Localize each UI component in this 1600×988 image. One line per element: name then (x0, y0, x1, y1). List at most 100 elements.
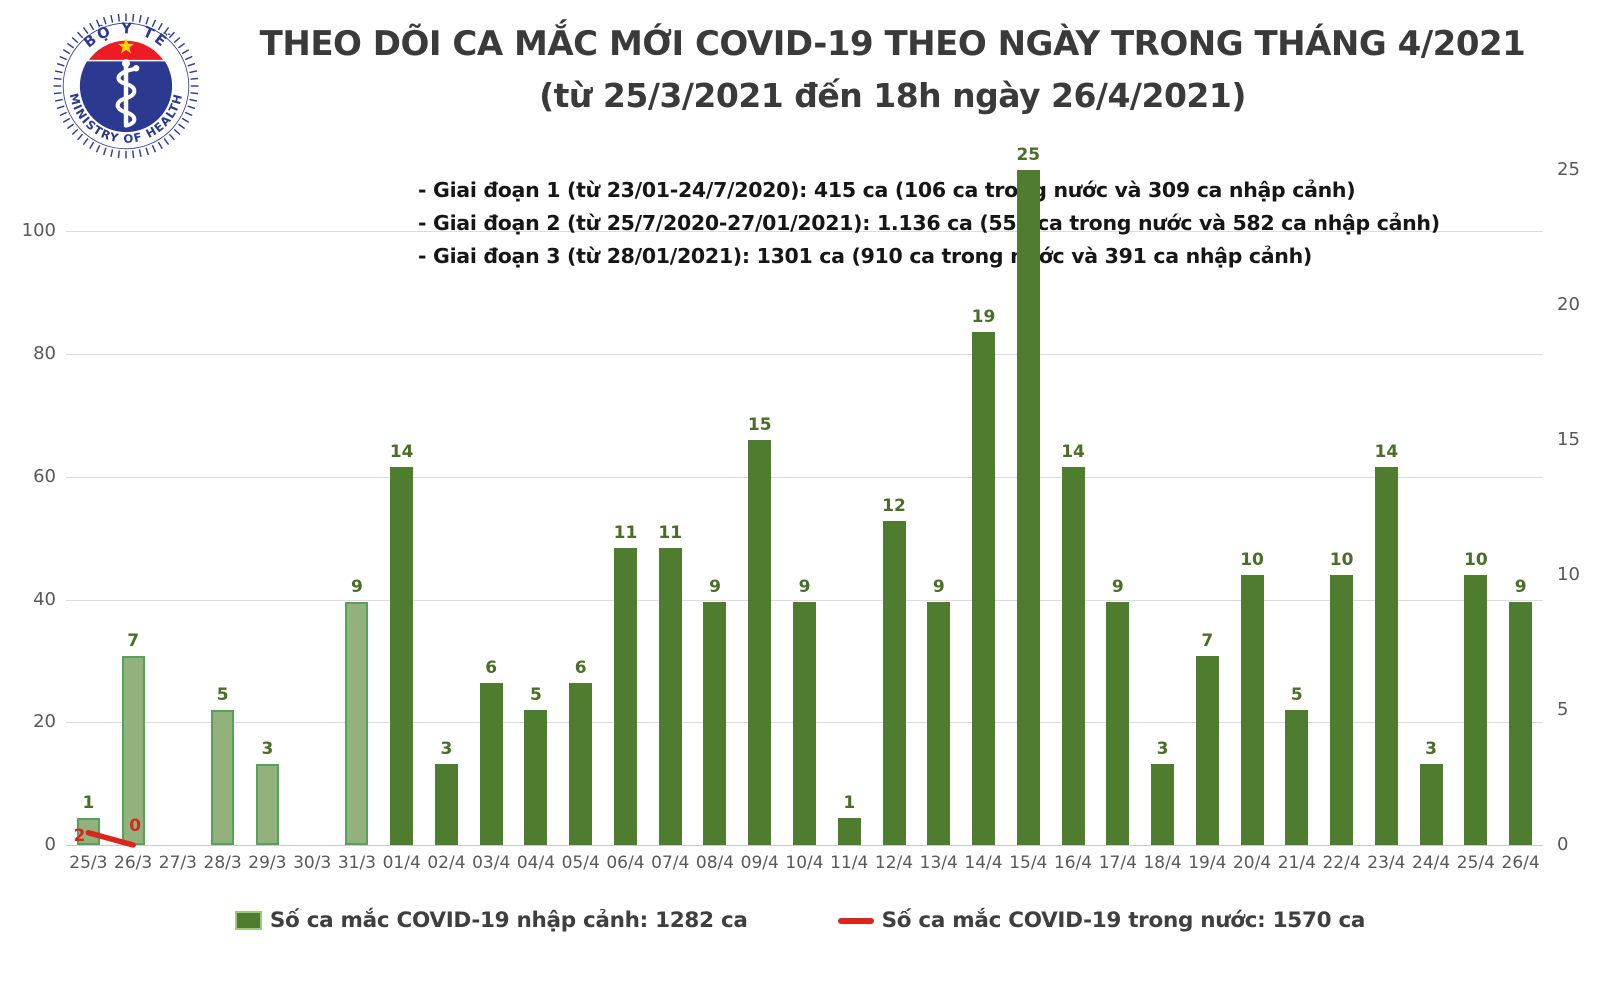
left-axis-tick: 100 (21, 220, 56, 242)
bar-value-label: 5 (216, 685, 229, 705)
x-axis-label: 21/4 (1277, 853, 1316, 873)
bar-value-label: 19 (971, 307, 996, 327)
x-axis-label: 11/4 (830, 853, 869, 873)
right-axis-tick: 5 (1557, 699, 1569, 720)
logo-ray-tick (184, 55, 193, 61)
logo-ray-tick (181, 117, 190, 123)
x-axis-label: 01/4 (382, 853, 421, 873)
left-axis-tick: 80 (33, 343, 56, 365)
left-axis-tick: 40 (33, 588, 56, 610)
x-axis-label: 09/4 (740, 853, 779, 873)
logo-ray-tick (56, 62, 65, 67)
x-axis-label: 18/4 (1143, 853, 1182, 873)
left-axis-tick: 60 (33, 465, 56, 487)
logo-ray-tick (168, 31, 176, 39)
x-axis-label: 04/4 (516, 853, 556, 873)
logo-staff-knob (121, 59, 131, 68)
x-axis-label: 08/4 (695, 853, 735, 873)
bar-value-label: 3 (1425, 739, 1438, 759)
logo-ray-tick (66, 42, 74, 49)
bar-value-label: 12 (882, 496, 906, 516)
gridline (66, 354, 1543, 356)
logo-ray-tick (110, 149, 114, 158)
x-axis-label: 22/4 (1322, 853, 1361, 873)
bar-value-label: 1 (843, 793, 856, 813)
bar-value-label: 9 (932, 577, 945, 597)
bar-03/4 (479, 683, 503, 845)
line-point-label: 2 (73, 825, 86, 846)
logo-ray-tick (157, 141, 163, 150)
logo-ray-tick (178, 123, 186, 130)
logo-ray-tick (62, 49, 71, 55)
bar-10/4 (793, 602, 816, 845)
x-axis-label: 31/3 (337, 853, 376, 873)
bar-07/4 (658, 548, 682, 845)
x-axis-label: 13/4 (919, 853, 958, 873)
bar-value-label: 14 (389, 442, 414, 462)
logo-ray-tick (132, 150, 135, 159)
right-axis-tick: 25 (1557, 159, 1580, 180)
gridline (66, 476, 1543, 478)
bar-23/4 (1374, 467, 1398, 845)
bar-value-label: 9 (1514, 577, 1527, 597)
x-axis-label: 17/4 (1098, 853, 1137, 873)
logo-ray-tick (181, 49, 190, 55)
logo-ray-tick (82, 138, 89, 146)
x-axis-line (66, 845, 1543, 846)
bar-13/4 (927, 602, 951, 845)
x-axis-label: 25/3 (69, 853, 108, 873)
bar-29/3 (255, 764, 279, 845)
logo-ray-tick (187, 105, 196, 110)
phase-3-annotation: - Giai đoạn 3 (từ 28/01/2021): 1301 ca (… (418, 244, 1312, 268)
right-axis-tick: 15 (1557, 429, 1580, 450)
phase-annotations: - Giai đoạn 1 (từ 23/01-24/7/2020): 415 … (418, 174, 1440, 273)
logo-ray-tick (76, 31, 84, 39)
x-axis-label: 14/4 (964, 853, 1003, 873)
legend-item-domestic: Số ca mắc COVID-19 trong nước: 1570 ca (837, 908, 1365, 933)
phase-2-annotation: - Giai đoạn 2 (từ 25/7/2020-27/01/2021):… (418, 211, 1440, 235)
logo-ray-tick (56, 105, 65, 110)
plot-area: 0 20 40 60 80 100 0 5 10 15 20 25 25/3 1 26/3 7 27/3 28/3… (22, 145, 1580, 873)
x-axis-label: 06/4 (606, 853, 645, 873)
right-axis-tick: 10 (1557, 564, 1580, 585)
x-axis-label: 29/3 (248, 853, 287, 873)
bar-value-label: 10 (1329, 550, 1354, 570)
logo-ray-tick (102, 16, 107, 25)
bar-value-label: 6 (485, 658, 498, 678)
logo-ray-tick (102, 147, 107, 156)
x-axis-label: 02/4 (427, 853, 466, 873)
logo-ray-tick (117, 13, 120, 22)
logo-ray-tick (163, 26, 170, 34)
bar-value-label: 9 (709, 577, 721, 597)
legend-item-imported: Số ca mắc COVID-19 nhập cảnh: 1282 ca (234, 908, 748, 933)
logo-ray-tick (110, 14, 114, 23)
right-axis-tick: 0 (1557, 834, 1569, 855)
bar-05/4 (569, 683, 593, 845)
moh-logo: BỘ Y TẾ MINISTRY OF HEALTH (50, 10, 202, 162)
x-axis-label: 19/4 (1188, 853, 1227, 873)
bar-18/4 (1151, 764, 1175, 845)
bar-value-label: 3 (440, 739, 453, 759)
x-axis-label: 23/4 (1367, 853, 1406, 873)
logo-red-band (86, 39, 166, 62)
x-axis-label: 20/4 (1232, 853, 1272, 873)
bar-value-label: 5 (1290, 685, 1303, 705)
bar-value-label: 14 (1061, 442, 1085, 462)
logo-ray-tick (71, 128, 79, 136)
bar-11/4 (837, 818, 861, 845)
logo-ray-tick (138, 149, 142, 158)
logo-ray-tick (62, 117, 71, 123)
bar-06/4 (613, 548, 637, 845)
bar-value-label: 25 (1016, 145, 1041, 165)
x-axis-label: 03/4 (472, 853, 511, 873)
logo-ray-tick (66, 123, 74, 130)
x-axis-label: 07/4 (651, 853, 690, 873)
logo-ray-tick (71, 36, 79, 44)
bar-31/3 (345, 602, 369, 845)
line-series-swatch-icon (837, 917, 874, 924)
chart-title: THEO DÕI CA MẮC MỚI COVID-19 THEO NGÀY T… (259, 24, 1526, 64)
bar-14/4 (972, 332, 996, 845)
logo-ray-tick (187, 62, 196, 67)
logo-ray-tick (59, 111, 68, 117)
logo-ray-tick (151, 19, 157, 28)
